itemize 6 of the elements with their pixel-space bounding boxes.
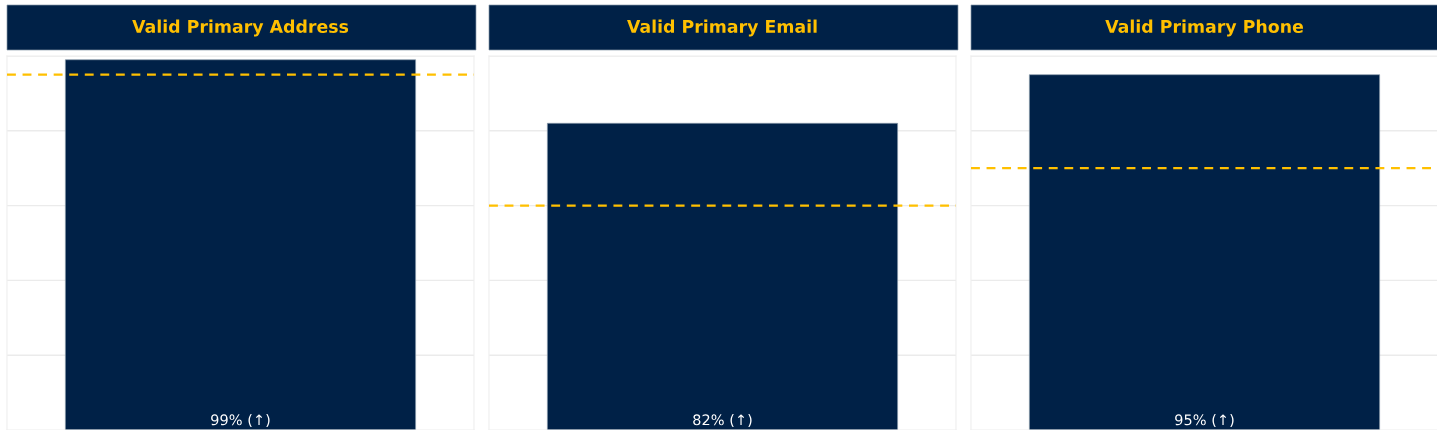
data-label: 95% (↑)	[1175, 414, 1234, 428]
data-label: 82% (↑)	[693, 414, 752, 428]
chart-title: Valid Primary Email	[627, 19, 817, 37]
chart-title: Valid Primary Phone	[1105, 19, 1303, 37]
chart-title: Valid Primary Address	[132, 19, 349, 37]
data-label: 99% (↑)	[211, 414, 270, 428]
